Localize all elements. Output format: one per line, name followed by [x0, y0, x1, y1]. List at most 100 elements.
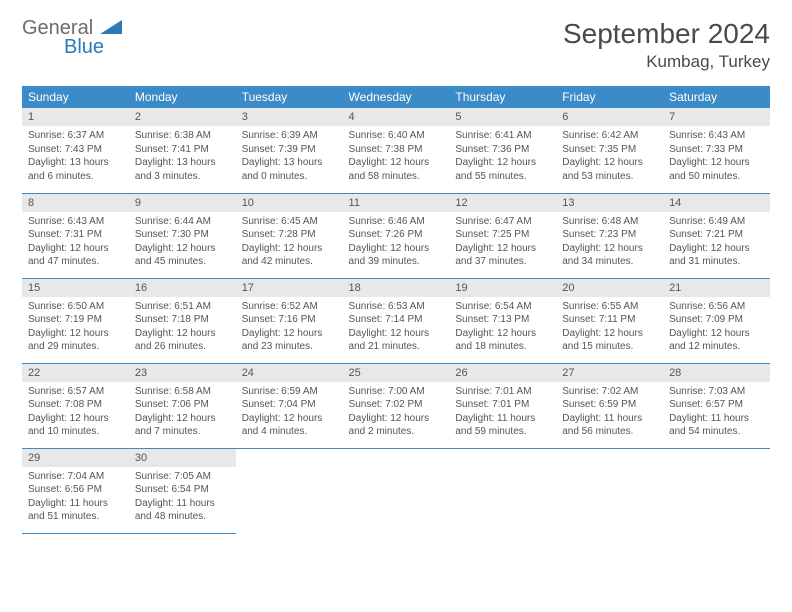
calendar-week: 29Sunrise: 7:04 AMSunset: 6:56 PMDayligh… [22, 448, 770, 533]
calendar-day: 12Sunrise: 6:47 AMSunset: 7:25 PMDayligh… [449, 193, 556, 278]
day-details: Sunrise: 6:59 AMSunset: 7:04 PMDaylight:… [236, 382, 343, 443]
day-number: 25 [343, 364, 450, 382]
calendar-week: 8Sunrise: 6:43 AMSunset: 7:31 PMDaylight… [22, 193, 770, 278]
day-details: Sunrise: 6:58 AMSunset: 7:06 PMDaylight:… [129, 382, 236, 443]
day-number: 27 [556, 364, 663, 382]
calendar-week: 22Sunrise: 6:57 AMSunset: 7:08 PMDayligh… [22, 363, 770, 448]
calendar-day: 5Sunrise: 6:41 AMSunset: 7:36 PMDaylight… [449, 108, 556, 193]
day-details: Sunrise: 7:02 AMSunset: 6:59 PMDaylight:… [556, 382, 663, 443]
weekday-header: Friday [556, 86, 663, 108]
calendar-day: 7Sunrise: 6:43 AMSunset: 7:33 PMDaylight… [663, 108, 770, 193]
title-block: September 2024 Kumbag, Turkey [563, 18, 770, 72]
calendar-day: 14Sunrise: 6:49 AMSunset: 7:21 PMDayligh… [663, 193, 770, 278]
calendar-day [343, 448, 450, 533]
day-number: 14 [663, 194, 770, 212]
day-number: 5 [449, 108, 556, 126]
day-details: Sunrise: 7:01 AMSunset: 7:01 PMDaylight:… [449, 382, 556, 443]
calendar-day: 20Sunrise: 6:55 AMSunset: 7:11 PMDayligh… [556, 278, 663, 363]
weekday-header: Sunday [22, 86, 129, 108]
day-details: Sunrise: 6:50 AMSunset: 7:19 PMDaylight:… [22, 297, 129, 358]
day-details: Sunrise: 7:04 AMSunset: 6:56 PMDaylight:… [22, 467, 129, 528]
calendar-day: 6Sunrise: 6:42 AMSunset: 7:35 PMDaylight… [556, 108, 663, 193]
day-number: 28 [663, 364, 770, 382]
calendar-day: 25Sunrise: 7:00 AMSunset: 7:02 PMDayligh… [343, 363, 450, 448]
day-details: Sunrise: 6:55 AMSunset: 7:11 PMDaylight:… [556, 297, 663, 358]
day-number: 23 [129, 364, 236, 382]
day-details: Sunrise: 7:03 AMSunset: 6:57 PMDaylight:… [663, 382, 770, 443]
calendar-day: 29Sunrise: 7:04 AMSunset: 6:56 PMDayligh… [22, 448, 129, 533]
calendar-day: 13Sunrise: 6:48 AMSunset: 7:23 PMDayligh… [556, 193, 663, 278]
calendar-day [449, 448, 556, 533]
calendar-day: 24Sunrise: 6:59 AMSunset: 7:04 PMDayligh… [236, 363, 343, 448]
calendar-day: 27Sunrise: 7:02 AMSunset: 6:59 PMDayligh… [556, 363, 663, 448]
weekday-row: SundayMondayTuesdayWednesdayThursdayFrid… [22, 86, 770, 108]
weekday-header: Monday [129, 86, 236, 108]
day-number: 11 [343, 194, 450, 212]
calendar-week: 15Sunrise: 6:50 AMSunset: 7:19 PMDayligh… [22, 278, 770, 363]
weekday-header: Saturday [663, 86, 770, 108]
calendar-day: 16Sunrise: 6:51 AMSunset: 7:18 PMDayligh… [129, 278, 236, 363]
calendar-day: 3Sunrise: 6:39 AMSunset: 7:39 PMDaylight… [236, 108, 343, 193]
triangle-icon [100, 20, 122, 34]
logo-blue: Blue [64, 37, 122, 57]
calendar-day: 28Sunrise: 7:03 AMSunset: 6:57 PMDayligh… [663, 363, 770, 448]
calendar-day: 1Sunrise: 6:37 AMSunset: 7:43 PMDaylight… [22, 108, 129, 193]
calendar-day [556, 448, 663, 533]
day-number: 10 [236, 194, 343, 212]
day-details: Sunrise: 6:42 AMSunset: 7:35 PMDaylight:… [556, 126, 663, 187]
day-details: Sunrise: 6:49 AMSunset: 7:21 PMDaylight:… [663, 212, 770, 273]
weekday-header: Thursday [449, 86, 556, 108]
calendar-day: 15Sunrise: 6:50 AMSunset: 7:19 PMDayligh… [22, 278, 129, 363]
calendar-day: 2Sunrise: 6:38 AMSunset: 7:41 PMDaylight… [129, 108, 236, 193]
day-details: Sunrise: 6:38 AMSunset: 7:41 PMDaylight:… [129, 126, 236, 187]
day-details: Sunrise: 6:40 AMSunset: 7:38 PMDaylight:… [343, 126, 450, 187]
day-details: Sunrise: 6:54 AMSunset: 7:13 PMDaylight:… [449, 297, 556, 358]
weekday-header: Tuesday [236, 86, 343, 108]
day-number: 2 [129, 108, 236, 126]
calendar-day: 8Sunrise: 6:43 AMSunset: 7:31 PMDaylight… [22, 193, 129, 278]
calendar-day: 4Sunrise: 6:40 AMSunset: 7:38 PMDaylight… [343, 108, 450, 193]
day-details: Sunrise: 6:45 AMSunset: 7:28 PMDaylight:… [236, 212, 343, 273]
day-details: Sunrise: 6:47 AMSunset: 7:25 PMDaylight:… [449, 212, 556, 273]
day-number: 18 [343, 279, 450, 297]
day-details: Sunrise: 6:43 AMSunset: 7:31 PMDaylight:… [22, 212, 129, 273]
day-details: Sunrise: 6:53 AMSunset: 7:14 PMDaylight:… [343, 297, 450, 358]
calendar-day: 17Sunrise: 6:52 AMSunset: 7:16 PMDayligh… [236, 278, 343, 363]
calendar-day [663, 448, 770, 533]
day-number: 17 [236, 279, 343, 297]
day-number: 6 [556, 108, 663, 126]
month-title: September 2024 [563, 18, 770, 50]
calendar-day: 18Sunrise: 6:53 AMSunset: 7:14 PMDayligh… [343, 278, 450, 363]
calendar-day: 30Sunrise: 7:05 AMSunset: 6:54 PMDayligh… [129, 448, 236, 533]
calendar-day: 10Sunrise: 6:45 AMSunset: 7:28 PMDayligh… [236, 193, 343, 278]
day-details: Sunrise: 6:41 AMSunset: 7:36 PMDaylight:… [449, 126, 556, 187]
day-details: Sunrise: 6:43 AMSunset: 7:33 PMDaylight:… [663, 126, 770, 187]
location: Kumbag, Turkey [563, 52, 770, 72]
day-number: 20 [556, 279, 663, 297]
calendar-day [236, 448, 343, 533]
day-number: 19 [449, 279, 556, 297]
day-number: 13 [556, 194, 663, 212]
day-details: Sunrise: 7:00 AMSunset: 7:02 PMDaylight:… [343, 382, 450, 443]
day-details: Sunrise: 6:46 AMSunset: 7:26 PMDaylight:… [343, 212, 450, 273]
calendar: SundayMondayTuesdayWednesdayThursdayFrid… [22, 86, 770, 534]
day-number: 7 [663, 108, 770, 126]
day-number: 30 [129, 449, 236, 467]
calendar-day: 19Sunrise: 6:54 AMSunset: 7:13 PMDayligh… [449, 278, 556, 363]
weekday-header: Wednesday [343, 86, 450, 108]
day-number: 26 [449, 364, 556, 382]
day-number: 16 [129, 279, 236, 297]
day-number: 15 [22, 279, 129, 297]
day-number: 22 [22, 364, 129, 382]
calendar-week: 1Sunrise: 6:37 AMSunset: 7:43 PMDaylight… [22, 108, 770, 193]
day-details: Sunrise: 6:51 AMSunset: 7:18 PMDaylight:… [129, 297, 236, 358]
calendar-day: 11Sunrise: 6:46 AMSunset: 7:26 PMDayligh… [343, 193, 450, 278]
day-number: 1 [22, 108, 129, 126]
day-number: 4 [343, 108, 450, 126]
calendar-day: 22Sunrise: 6:57 AMSunset: 7:08 PMDayligh… [22, 363, 129, 448]
day-number: 29 [22, 449, 129, 467]
day-details: Sunrise: 6:37 AMSunset: 7:43 PMDaylight:… [22, 126, 129, 187]
calendar-day: 21Sunrise: 6:56 AMSunset: 7:09 PMDayligh… [663, 278, 770, 363]
day-details: Sunrise: 6:44 AMSunset: 7:30 PMDaylight:… [129, 212, 236, 273]
header: General Blue September 2024 Kumbag, Turk… [22, 18, 770, 72]
